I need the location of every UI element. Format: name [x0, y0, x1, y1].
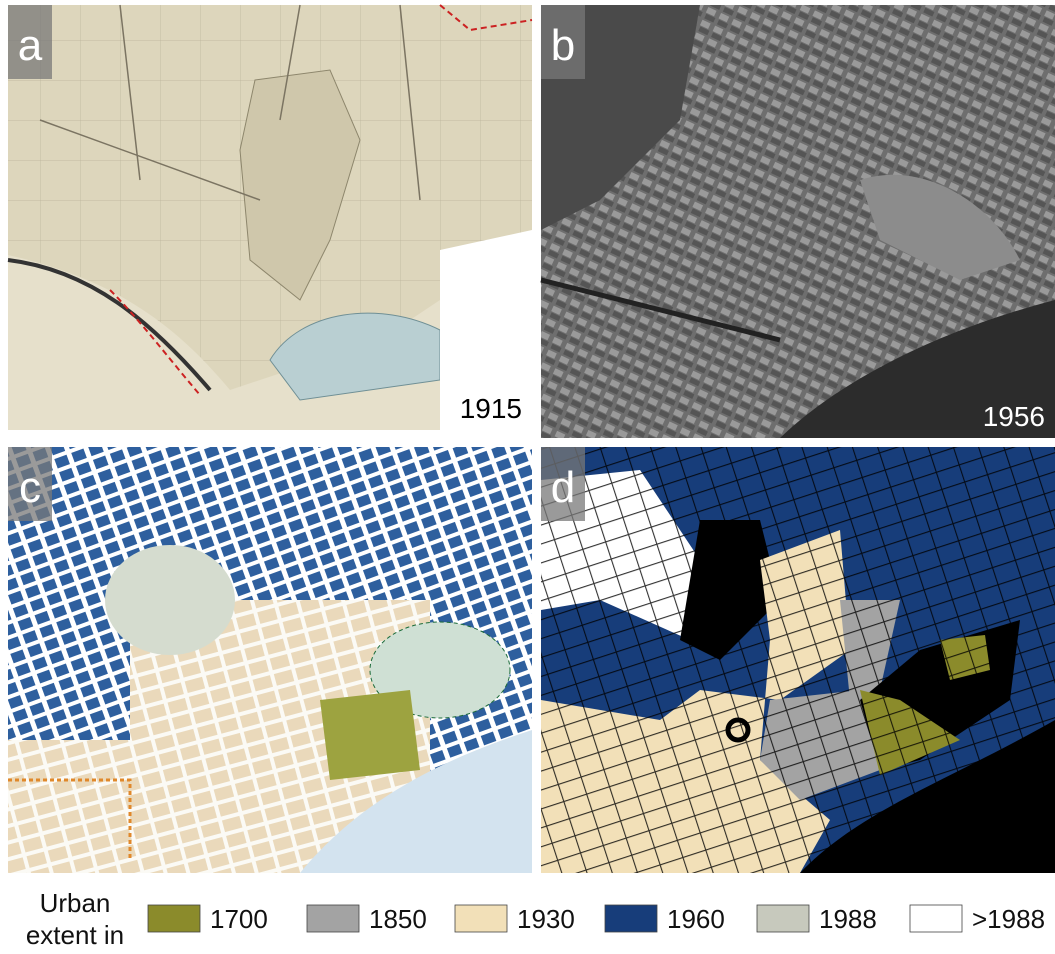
panel-a-map [7, 4, 533, 430]
panel-label: d [551, 463, 575, 512]
legend-label: 1850 [369, 904, 427, 934]
legend-swatch [604, 904, 658, 933]
legend-title: extent in [26, 920, 124, 949]
legend-swatch [306, 904, 360, 933]
panel-label-box [8, 5, 52, 79]
legend-title: Urban [40, 888, 111, 918]
panel-c-map [8, 447, 532, 873]
panel-year: 1915 [460, 393, 522, 424]
legend-label: 1988 [819, 904, 877, 934]
panel-label: c [19, 463, 41, 512]
legend-label: >1988 [972, 904, 1045, 934]
panel-year: 1956 [983, 401, 1045, 432]
panel-label-box [541, 447, 585, 521]
legend-label: 1930 [517, 904, 575, 934]
legend-swatch [454, 904, 508, 933]
panel-labels: a 1915 b 1956 c d [8, 5, 1045, 521]
panel-d-map [541, 447, 1055, 873]
legend-swatch [756, 904, 810, 933]
legend-swatch [909, 904, 963, 933]
panel-b-photo [540, 5, 1055, 438]
legend-swatch [147, 904, 201, 933]
legend-label: 1960 [667, 904, 725, 934]
legend-label: 1700 [210, 904, 268, 934]
panel-label: b [551, 21, 575, 70]
panel-label-box [8, 447, 52, 521]
panel-label: a [18, 21, 43, 70]
panel-label-box [541, 5, 585, 79]
